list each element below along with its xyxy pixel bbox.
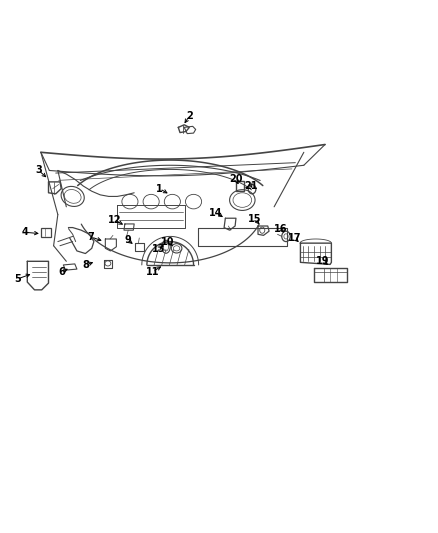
Text: 6: 6 [59,266,65,277]
Text: 1: 1 [156,184,163,193]
Text: 17: 17 [288,233,301,243]
Text: 16: 16 [274,224,287,233]
Text: 4: 4 [21,227,28,237]
Text: 14: 14 [209,207,223,217]
Text: 8: 8 [82,260,89,270]
Text: 2: 2 [186,111,193,121]
Text: 13: 13 [152,244,165,254]
Text: 11: 11 [146,266,159,277]
Text: 15: 15 [248,214,262,224]
Text: 5: 5 [14,274,21,284]
Text: 19: 19 [316,256,330,266]
Text: 3: 3 [35,165,42,175]
Text: 10: 10 [161,237,175,247]
Text: 9: 9 [124,235,131,245]
Text: 21: 21 [244,181,258,191]
Text: 12: 12 [108,215,122,225]
Text: 7: 7 [88,232,94,242]
Text: 20: 20 [229,174,243,184]
